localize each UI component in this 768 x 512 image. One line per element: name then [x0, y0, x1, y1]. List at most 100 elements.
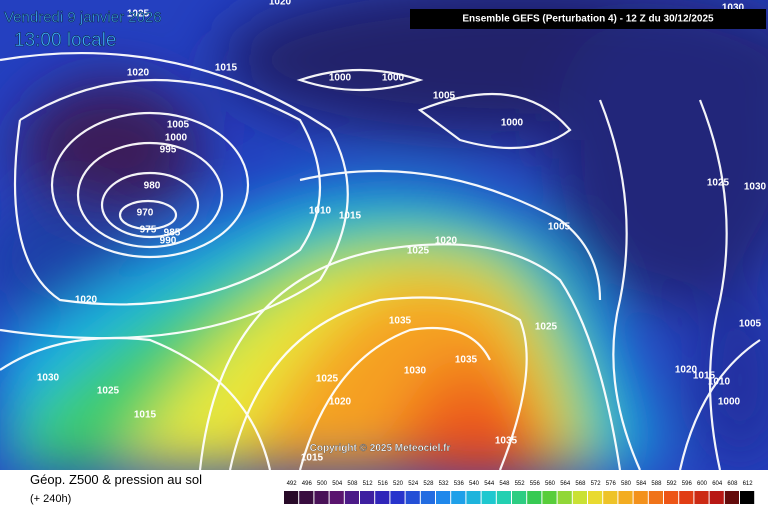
isobar-label: 1030: [37, 373, 60, 384]
colorbar-tick-label: 584: [636, 481, 647, 487]
colorbar-swatch: [299, 491, 314, 504]
colorbar-tick-label: 520: [393, 481, 404, 487]
colorbar-tick-label: 516: [378, 481, 389, 487]
colorbar-tick-label: 564: [560, 481, 571, 487]
colorbar-tick-label: 592: [667, 481, 678, 487]
isobar-label: 1030: [404, 366, 427, 377]
isobar-label: 1030: [744, 182, 767, 193]
colorbar-tick-label: 528: [423, 481, 434, 487]
colorbar-swatch: [709, 491, 724, 504]
colorbar-swatch: [724, 491, 739, 504]
colorbar-tick-label: 588: [651, 481, 662, 487]
isobar-label: 1020: [329, 397, 352, 408]
colorbar-swatch: [512, 491, 527, 504]
colorbar-swatch: [405, 491, 420, 504]
colorbar-swatch: [390, 491, 405, 504]
colorbar-swatch: [618, 491, 633, 504]
colorbar-tick-label: 580: [621, 481, 632, 487]
date: Vendredi 9 janvier 2026: [4, 9, 162, 26]
colorbar-swatch: [603, 491, 618, 504]
colorbar-tick-label: 556: [530, 481, 541, 487]
isobar-label: 1015: [339, 211, 362, 222]
isobar-label: 1005: [433, 91, 456, 102]
isobar-label: 1010: [309, 206, 332, 217]
isobar-label: 1005: [739, 319, 762, 330]
isobar-label: 980: [144, 181, 161, 192]
colorbar-swatch: [329, 491, 344, 504]
colorbar-tick-label: 576: [606, 481, 617, 487]
colorbar-swatch: [436, 491, 451, 504]
isobar-label: 1000: [382, 73, 405, 84]
isobar-label: 1025: [535, 322, 558, 333]
isobar-label: 1015: [215, 63, 238, 74]
colorbar-swatch: [527, 491, 542, 504]
isobar-label: 1020: [435, 236, 458, 247]
colorbar-swatch: [375, 491, 390, 504]
colorbar-swatch: [740, 491, 755, 504]
isobar-label: 1005: [167, 120, 190, 131]
isobar-label: 1025: [407, 246, 430, 257]
colorbar-tick-label: 552: [515, 481, 526, 487]
colorbar-swatch: [360, 491, 375, 504]
colorbar-swatch: [496, 491, 511, 504]
colorbar-swatch: [648, 491, 663, 504]
isobar-label: 1035: [389, 316, 412, 327]
colorbar-swatch: [694, 491, 709, 504]
colorbar-swatch: [314, 491, 329, 504]
isobar-label: 1020: [675, 365, 698, 376]
isobar-label: 1000: [718, 397, 741, 408]
isobar-label: 1030: [722, 3, 745, 14]
isobar-label: 1015: [301, 453, 324, 464]
colorbar-tick-label: 492: [287, 481, 298, 487]
colorbar-swatch: [542, 491, 557, 504]
colorbar-swatch: [557, 491, 572, 504]
isobar-label: 1000: [329, 73, 352, 84]
colorbar-tick-label: 524: [408, 481, 419, 487]
isobar-label: 970: [137, 208, 154, 219]
colorbar-swatch: [679, 491, 694, 504]
colorbar-tick-label: 496: [302, 481, 313, 487]
isobar-label: 1005: [548, 222, 571, 233]
isobar-label: 1010: [708, 377, 731, 388]
colorbar-tick-label: 540: [469, 481, 480, 487]
colorbar: 492 496 500 504 508 512 516 520 524 528 532 536 540 5…: [284, 481, 755, 504]
colorbar-tick-label: 568: [575, 481, 586, 487]
colorbar-swatch: [284, 491, 299, 504]
footer-title: Géop. Z500 & pression au sol: [30, 472, 202, 487]
isobar-label: 985: [164, 228, 181, 239]
colorbar-tick-label: 572: [591, 481, 602, 487]
isobar-label: 1025: [97, 386, 120, 397]
isobar-label: 1035: [495, 436, 518, 447]
colorbar-swatch: [420, 491, 435, 504]
colorbar-tick-label: 608: [727, 481, 738, 487]
isobar-label: 990: [160, 236, 177, 247]
colorbar-tick-label: 600: [697, 481, 708, 487]
isobar-label: 1000: [165, 133, 188, 144]
colorbar-swatch: [466, 491, 481, 504]
colorbar-tick-label: 500: [317, 481, 328, 487]
colorbar-tick-label: 604: [712, 481, 723, 487]
isobar-label: 1015: [693, 371, 716, 382]
colorbar-swatch: [451, 491, 466, 504]
colorbar-swatch: [588, 491, 603, 504]
colorbar-swatch: [481, 491, 496, 504]
isobar-label: 995: [160, 145, 177, 156]
colorbar-tick-label: 560: [545, 481, 556, 487]
isobar-label: 1000: [501, 118, 524, 129]
colorbar-tick-label: 544: [484, 481, 495, 487]
isobar-label: 975: [140, 225, 157, 236]
colorbar-tick-label: 536: [454, 481, 465, 487]
copyright: Copyright © 2025 Meteociel.fr: [310, 443, 451, 454]
run-info: Ensemble GEFS (Perturbation 4) - 12 Z du…: [462, 14, 714, 25]
isobar-label: 1025: [316, 374, 339, 385]
isobar-label: 1015: [134, 410, 157, 421]
isobar-label: 1025: [707, 178, 730, 189]
colorbar-swatch: [344, 491, 359, 504]
colorbar-tick-label: 532: [439, 481, 450, 487]
colorbar-tick-label: 508: [347, 481, 358, 487]
isobars: [0, 52, 761, 470]
colorbar-tick-label: 596: [682, 481, 693, 487]
colorbar-tick-label: 504: [332, 481, 343, 487]
